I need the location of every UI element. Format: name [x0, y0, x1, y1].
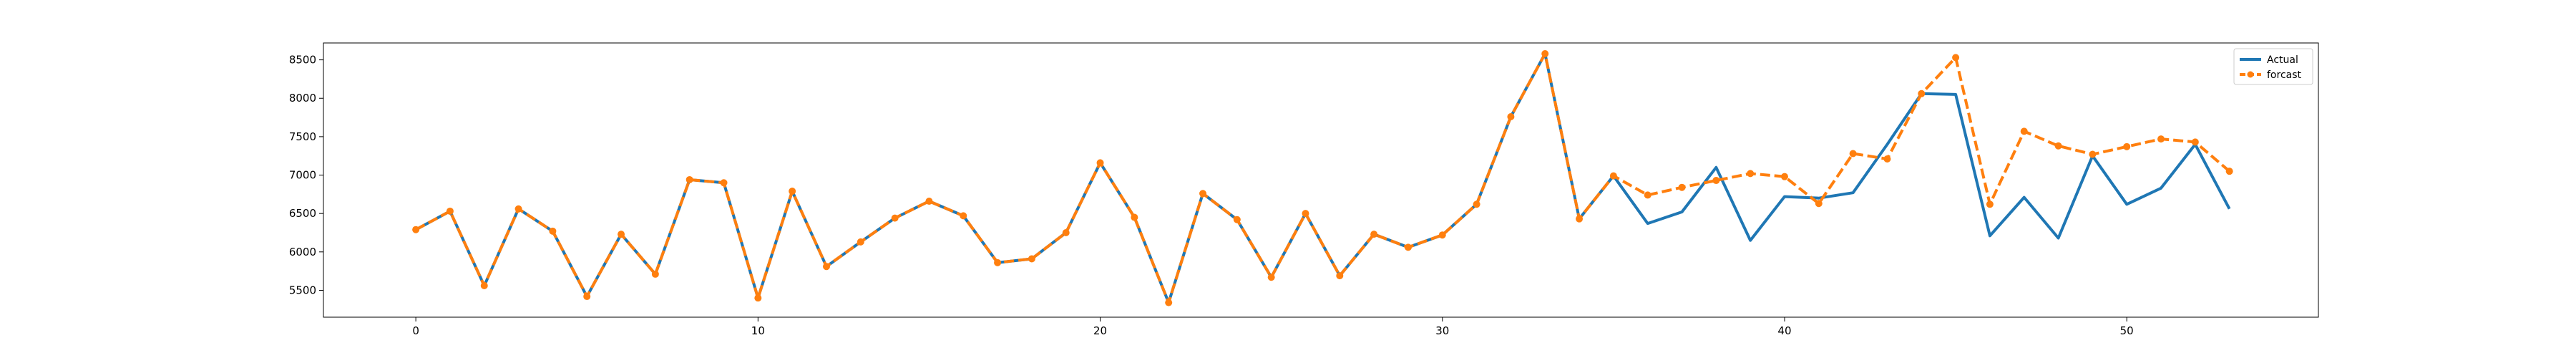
data-point: [1233, 216, 1241, 223]
series-forcast: [412, 50, 2233, 306]
data-point: [789, 188, 796, 195]
data-point: [549, 227, 557, 235]
x-tick-label: 0: [412, 324, 419, 337]
data-point: [514, 205, 522, 213]
data-point: [1678, 183, 1686, 191]
data-point: [1952, 54, 1960, 62]
legend-label: Actual: [2267, 54, 2298, 66]
series-line: [415, 52, 2230, 304]
legend-label: forcast: [2267, 69, 2302, 81]
data-point: [1815, 200, 1823, 208]
y-tick-label: 8500: [289, 54, 316, 67]
y-tick-label: 6500: [289, 207, 316, 220]
data-point: [583, 293, 591, 301]
data-point: [2123, 142, 2131, 150]
legend-entry: Actual: [2240, 54, 2298, 66]
data-point: [618, 231, 625, 238]
data-point: [1131, 213, 1138, 221]
legend-entry: forcast: [2240, 69, 2302, 81]
data-point: [1473, 200, 1480, 208]
data-point: [1883, 155, 1891, 163]
y-tick-label: 6000: [289, 246, 316, 258]
data-point: [2191, 138, 2199, 146]
data-point: [2225, 168, 2233, 175]
data-point: [1165, 299, 1173, 306]
data-point: [1438, 231, 1446, 239]
data-point: [1062, 228, 1070, 236]
data-point: [1507, 112, 1515, 120]
data-point: [994, 258, 1002, 266]
data-point: [1302, 210, 1309, 218]
x-tick-label: 10: [751, 324, 765, 337]
data-point: [960, 212, 967, 220]
data-point: [891, 214, 899, 222]
data-point: [857, 238, 864, 246]
data-point: [2054, 142, 2062, 150]
data-point: [446, 207, 454, 215]
data-point: [1096, 159, 1104, 167]
y-axis-ticks: 5500 6000 6500 7000 7500 8000 8500: [289, 54, 323, 296]
x-tick-label: 50: [2120, 324, 2134, 337]
data-point: [686, 175, 693, 183]
data-point: [412, 226, 420, 233]
data-point: [1644, 191, 1652, 199]
data-point: [1712, 177, 1720, 185]
y-tick-label: 5500: [289, 284, 316, 296]
data-point: [1404, 243, 1412, 251]
legend-marker: [2247, 71, 2254, 78]
x-tick-label: 20: [1093, 324, 1107, 337]
series-layer: [412, 50, 2233, 306]
data-point: [1028, 255, 1035, 263]
data-point: [2157, 135, 2165, 143]
data-point: [1609, 172, 1617, 180]
plot-area: [323, 43, 2318, 317]
data-point: [1370, 231, 1378, 238]
data-point: [2089, 150, 2097, 158]
axes-frame: [323, 42, 2319, 318]
data-point: [925, 198, 933, 205]
data-point: [720, 179, 728, 187]
data-point: [1541, 50, 1549, 58]
data-point: [651, 270, 659, 278]
data-point: [1576, 215, 1584, 223]
x-axis-ticks: 0 10 20 30 40 50: [412, 317, 2134, 337]
data-point: [480, 282, 488, 290]
data-point: [1986, 200, 1994, 208]
data-point: [1199, 190, 1207, 198]
data-point: [2020, 127, 2028, 135]
data-point: [1849, 150, 1857, 158]
data-point: [1747, 170, 1755, 178]
y-tick-label: 7000: [289, 169, 316, 182]
data-point: [754, 294, 762, 302]
legend: Actual forcast: [2233, 48, 2313, 85]
x-tick-label: 40: [1777, 324, 1791, 337]
y-tick-label: 7500: [289, 130, 316, 143]
data-point: [1918, 90, 1926, 97]
x-tick-label: 30: [1435, 324, 1449, 337]
data-point: [1336, 272, 1344, 280]
data-point: [1267, 274, 1275, 281]
y-tick-label: 8000: [289, 92, 316, 105]
data-point: [822, 263, 830, 271]
data-point: [1780, 173, 1788, 180]
